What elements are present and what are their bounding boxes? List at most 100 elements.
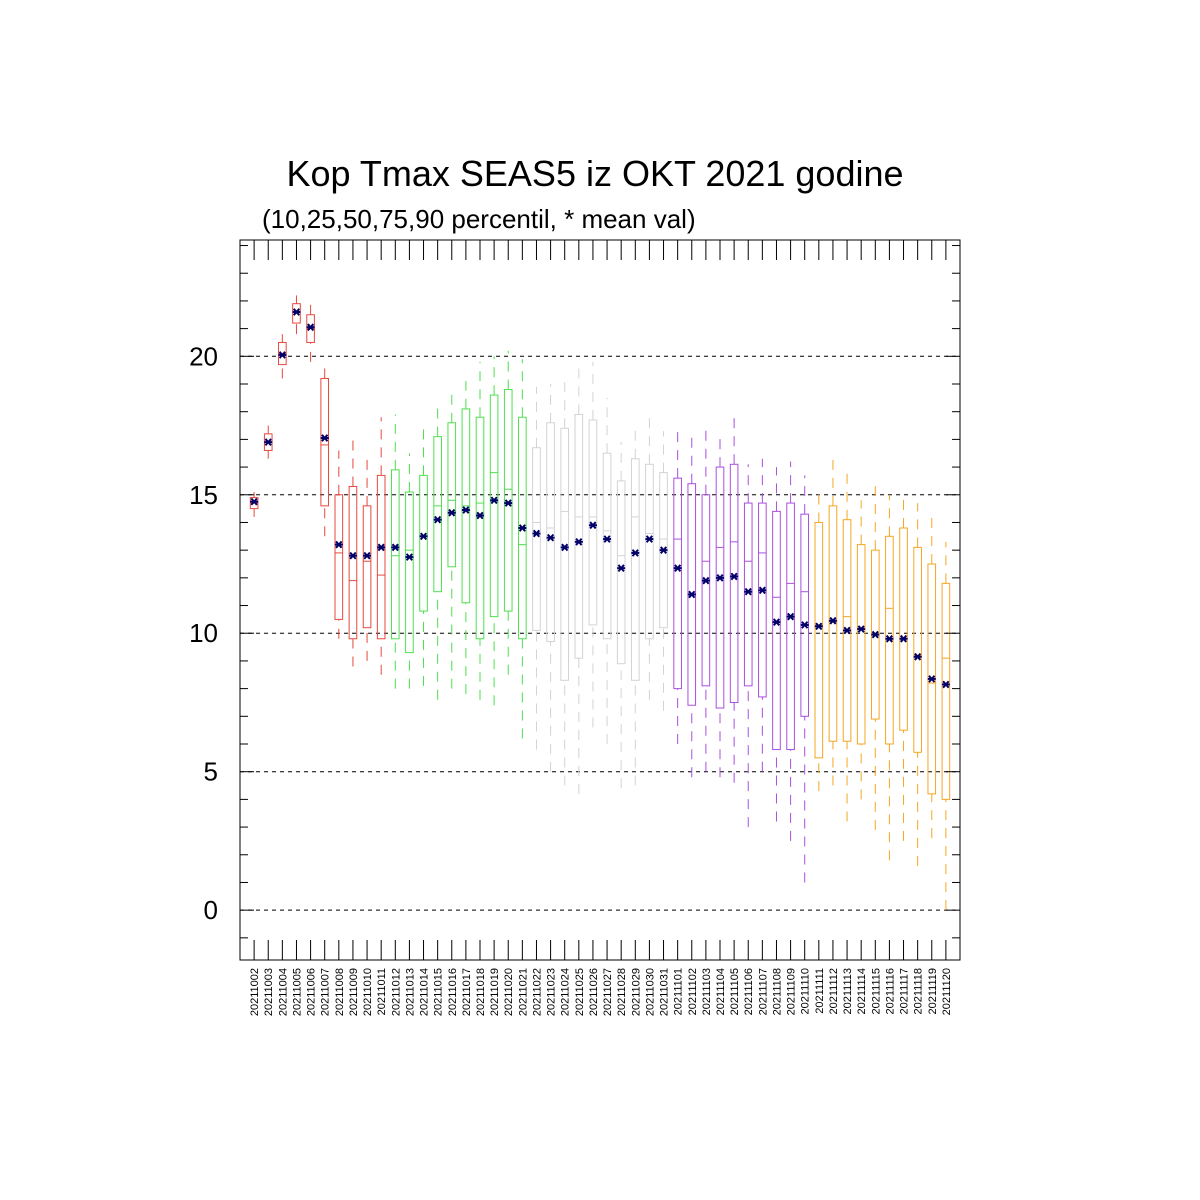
x-tick-label: 20211106 — [743, 968, 755, 1015]
x-tick-label: 20211104 — [715, 968, 727, 1015]
mean-stroke — [928, 675, 936, 683]
x-tick-label: 20211120 — [941, 968, 953, 1015]
mean-marker — [348, 551, 357, 560]
chart-subtitle: (10,25,50,75,90 percentil, * mean val) — [262, 204, 696, 234]
mean-stroke — [688, 590, 696, 599]
mean-stroke — [716, 573, 724, 582]
mean-stroke — [518, 524, 526, 532]
box-iqr — [588, 419, 598, 626]
x-tick-label: 20211119 — [927, 968, 939, 1015]
box-20211011 — [376, 417, 386, 675]
box-iqr — [715, 466, 725, 709]
mean-marker — [800, 621, 809, 629]
mean-stroke — [391, 543, 399, 552]
mean-stroke — [617, 564, 625, 573]
mean-marker — [857, 625, 866, 633]
x-tick-label: 20211114 — [856, 968, 868, 1015]
mean-stroke — [377, 543, 385, 552]
mean-stroke — [942, 680, 950, 689]
mean-marker — [885, 634, 894, 643]
mean-marker — [730, 572, 739, 581]
box-iqr — [729, 463, 739, 703]
mean-stroke — [419, 532, 428, 541]
mean-stroke — [645, 535, 653, 543]
x-tick-label: 20211008 — [334, 968, 346, 1016]
y-tick-label: 0 — [204, 895, 218, 925]
mean-marker — [461, 506, 470, 514]
x-tick-label: 20211010 — [362, 968, 374, 1016]
mean-marker — [278, 351, 287, 359]
x-tick-label: 20211115 — [870, 968, 882, 1015]
x-tick-label: 20211005 — [291, 968, 303, 1016]
x-axis: 20211002 20211003 20211004 20211005 20211006… — [249, 240, 953, 1016]
mean-stroke — [264, 438, 272, 447]
x-tick-label: 20211024 — [560, 968, 572, 1016]
mean-marker — [645, 535, 654, 543]
box-iqr — [390, 469, 400, 640]
mean-marker — [828, 616, 837, 625]
x-tick-label: 20211027 — [602, 968, 614, 1016]
box-20211111 — [814, 489, 824, 792]
mean-stroke — [659, 546, 668, 555]
mean-marker — [941, 680, 950, 689]
box-20211021 — [518, 359, 527, 739]
x-tick-label: 20211017 — [461, 968, 473, 1016]
box-iqr — [546, 422, 555, 643]
box-20211016 — [447, 389, 457, 689]
mean-stroke — [250, 497, 258, 506]
mean-marker — [405, 553, 414, 561]
mean-stroke — [829, 616, 837, 625]
box-iqr — [743, 502, 753, 687]
x-tick-label: 20211028 — [616, 968, 628, 1016]
mean-stroke — [914, 652, 922, 661]
box-iqr — [856, 544, 866, 745]
mean-stroke — [504, 499, 512, 507]
mean-marker — [758, 586, 767, 595]
box-iqr — [800, 513, 810, 717]
mean-marker — [419, 532, 428, 541]
x-tick-label: 20211107 — [757, 968, 769, 1015]
mean-marker — [913, 652, 922, 661]
mean-stroke — [532, 529, 541, 538]
mean-marker — [306, 323, 315, 332]
plot-frame — [239, 239, 961, 961]
mean-marker — [377, 543, 386, 552]
mean-stroke — [349, 551, 357, 560]
box-iqr — [503, 389, 513, 612]
box-20211031 — [659, 431, 668, 711]
box-20211117 — [899, 494, 908, 841]
x-tick-label: 20211029 — [630, 968, 642, 1016]
box-20211007 — [320, 361, 330, 537]
box-iqr — [320, 377, 330, 507]
box-series — [249, 295, 951, 911]
x-tick-label: 20211118 — [913, 968, 925, 1015]
mean-stroke — [448, 508, 456, 517]
mean-marker — [603, 535, 612, 543]
box-iqr — [419, 474, 428, 612]
x-tick-label: 20211026 — [588, 968, 600, 1016]
box-iqr — [475, 416, 485, 640]
box-20211103 — [701, 422, 711, 772]
box-20211107 — [758, 458, 767, 772]
mean-stroke — [490, 496, 498, 505]
mean-stroke — [292, 308, 301, 316]
box-20211018 — [475, 361, 485, 700]
mean-marker — [588, 521, 597, 530]
mean-marker — [716, 573, 724, 582]
mean-stroke — [321, 434, 329, 442]
mean-stroke — [335, 540, 343, 549]
box-20211020 — [503, 350, 513, 675]
x-tick-label: 20211002 — [249, 968, 261, 1016]
mean-stroke — [575, 537, 583, 546]
mean-stroke — [462, 506, 470, 514]
box-20211004 — [278, 334, 287, 379]
mean-stroke — [589, 521, 597, 530]
box-20211012 — [390, 414, 400, 689]
mean-markers — [250, 308, 950, 689]
box-iqr — [941, 582, 951, 800]
box-iqr — [532, 447, 541, 631]
box-iqr — [616, 480, 626, 665]
x-tick-label: 20211112 — [828, 968, 840, 1015]
box-20211115 — [870, 483, 880, 830]
box-20211028 — [616, 442, 626, 789]
